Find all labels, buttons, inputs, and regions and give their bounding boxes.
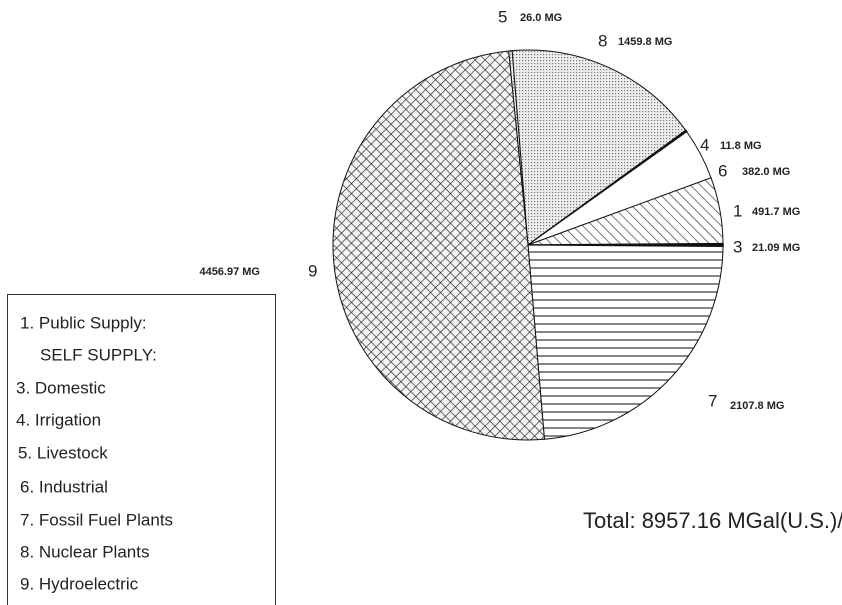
legend-item: 7. Fossil Fuel Plants	[20, 510, 173, 529]
value-label: 4456.97 MG	[199, 266, 260, 278]
slice-number: 6	[718, 161, 727, 180]
slice-number: 4	[700, 135, 709, 154]
pie-slice	[511, 49, 687, 246]
legend-item: 5. Livestock	[18, 443, 108, 462]
pie-slice	[527, 244, 724, 440]
legend-item: 3. Domestic	[16, 378, 106, 397]
pie-slice	[332, 50, 545, 441]
legend-item: 4. Irrigation	[16, 410, 101, 429]
legend-box	[7, 294, 276, 605]
value-label: 26.0 MG	[520, 12, 562, 24]
total-annotation: Total: 8957.16 MGal(U.S.)/day	[583, 508, 842, 533]
slice-number: 7	[708, 391, 717, 410]
value-label: 2107.8 MG	[730, 400, 784, 412]
value-label: 491.7 MG	[752, 206, 800, 218]
value-label: 21.09 MG	[752, 242, 800, 254]
value-label: 1459.8 MG	[618, 36, 672, 48]
slice-number: 1	[733, 201, 742, 220]
legend-item: 6. Industrial	[20, 477, 108, 496]
value-label: 11.8 MG	[720, 140, 762, 152]
slice-number: 8	[598, 31, 607, 50]
value-label: 382.0 MG	[742, 166, 790, 178]
slice-number: 9	[308, 261, 317, 280]
slice-number: 3	[733, 237, 742, 256]
legend-item: SELF SUPPLY:	[40, 345, 157, 364]
slice-number: 5	[498, 7, 507, 26]
legend-item: 9. Hydroelectric	[20, 574, 139, 593]
legend-item: 8. Nuclear Plants	[20, 542, 149, 561]
legend-item: 1. Public Supply:	[20, 313, 147, 332]
